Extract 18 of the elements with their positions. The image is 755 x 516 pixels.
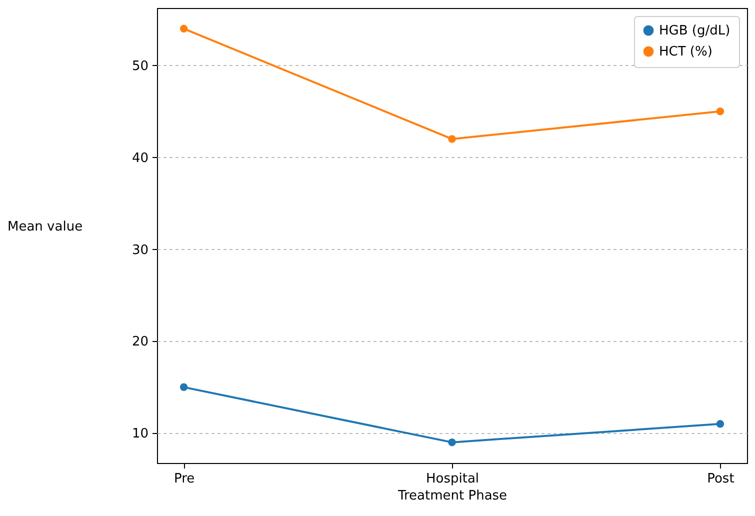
y-tick-label: 40 (132, 150, 148, 166)
point (180, 24, 188, 33)
y-axis-title: Mean value (8, 220, 83, 234)
point (716, 420, 724, 428)
y-tick-label: 30 (132, 242, 148, 258)
legend-label: HGB (g/dL) (659, 24, 730, 38)
point (448, 438, 456, 446)
point (180, 383, 188, 392)
x-axis-title: Treatment Phase (396, 488, 508, 504)
point (448, 135, 456, 143)
x-tick-label: Hospital (426, 472, 480, 486)
x-tick-label: Pre (174, 472, 195, 486)
y-tick-label: 50 (132, 58, 148, 74)
legend-label: HCT (%) (659, 44, 712, 60)
y-tick-label: 20 (132, 334, 148, 350)
x-tick-label: Post (707, 472, 734, 486)
point (716, 108, 724, 116)
y-tick-label: 10 (132, 426, 148, 442)
